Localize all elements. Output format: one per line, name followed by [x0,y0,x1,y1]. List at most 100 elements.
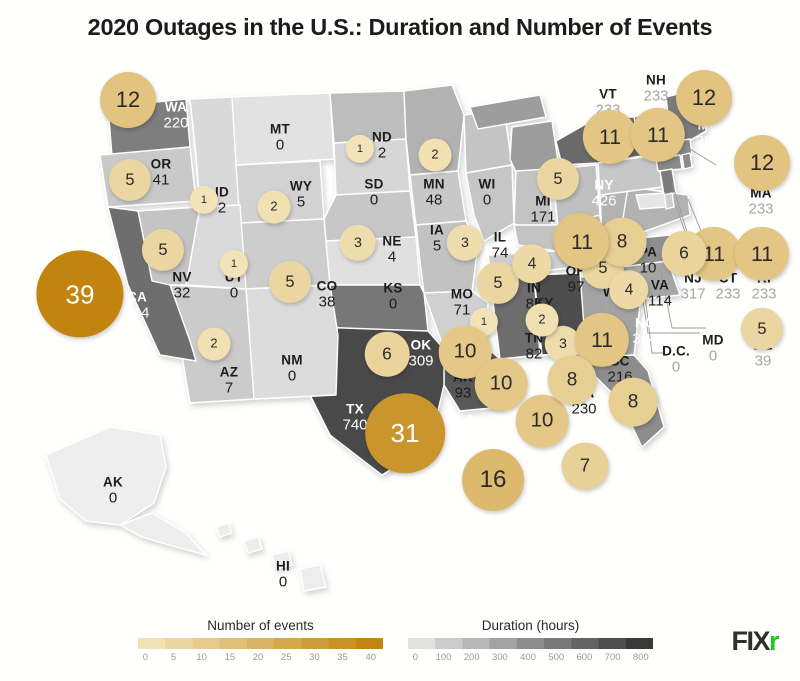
event-bubble-value: 11 [591,328,613,352]
event-bubble-ga[interactable]: 8 [608,377,658,427]
event-bubble-value: 5 [553,169,563,188]
event-bubble-value: 10 [489,371,513,395]
legend-duration-gradient-bar [408,638,653,649]
event-bubble-ia[interactable]: 3 [446,224,484,262]
state-shape-hi-1 [215,522,233,538]
leader-line-de [659,266,706,329]
event-bubble-or[interactable]: 5 [108,158,152,202]
legend-tick: 800 [632,652,649,663]
legend-tick: 100 [435,652,452,663]
event-bubble-nh[interactable]: 11 [630,107,686,163]
event-bubble-ms[interactable]: 10 [474,357,528,411]
legend-tick: 15 [224,652,236,663]
event-bubble-value: 5 [757,319,767,338]
event-bubble-ny[interactable]: 11 [554,214,610,270]
event-bubble-value: 4 [624,281,634,299]
legend-tick: 30 [309,652,320,663]
leader-line-dc [643,286,664,354]
legend-tick: 600 [576,652,593,663]
event-bubble-value: 8 [616,231,628,253]
event-bubble-sc[interactable]: 8 [547,355,597,405]
state-shape-il [465,164,515,242]
state-shape-nj [659,168,677,196]
event-bubble-value: 39 [65,279,95,309]
event-bubble-value: 10 [453,339,477,363]
event-bubble-va[interactable]: 4 [609,270,649,310]
event-bubble-value: 2 [431,146,439,162]
event-bubble-ut[interactable]: 1 [219,249,249,279]
event-bubble-il[interactable]: 5 [476,261,520,305]
legend-events-ticks: 0 5 10 15 20 25 30 35 40 [138,652,383,666]
event-bubble-value: 10 [530,408,554,432]
legend-duration-title: Duration (hours) [481,618,580,633]
event-bubble-value: 5 [598,258,608,277]
event-bubble-value: 3 [461,234,469,251]
event-bubble-value: 5 [158,240,168,259]
event-bubble-value: 11 [703,242,725,266]
legend-duration-ticks: 0 100 200 300 400 500 600 700 800 [408,652,653,666]
legend-row: Number of events 0 5 10 15 20 25 30 35 40 Durati… [0,618,800,681]
choropleth-bubble-map: WA 220 OR 41 ID 2 MT 0 ND 2 SD 0 MN 48 WI 0 WY 5 NE 4 IA 5 IL 7… [0,55,800,615]
event-bubble-value: 5 [493,273,503,292]
event-bubble-ri[interactable]: 11 [734,226,790,282]
event-bubble-value: 8 [627,391,639,413]
legend-tick: 25 [280,652,292,663]
event-bubble-value: 1 [230,257,238,270]
event-bubble-vt[interactable]: 11 [582,109,638,165]
event-bubble-az[interactable]: 2 [197,327,231,361]
event-bubble-nd[interactable]: 1 [345,134,375,164]
event-bubble-in[interactable]: 4 [512,244,552,284]
leader-line-ma [689,148,717,166]
state-shape-md [635,192,667,210]
state-shape-ak-tail [119,512,207,556]
event-bubble-ok[interactable]: 6 [364,331,410,377]
event-bubble-value: 8 [566,369,578,391]
legend-tick: 300 [491,652,508,663]
event-bubble-value: 3 [559,335,567,352]
event-bubble-id[interactable]: 1 [189,185,219,215]
event-bubble-ma[interactable]: 12 [734,135,790,191]
legend-number-of-events: Number of events 0 5 10 15 20 25 30 35 40 [138,618,383,666]
event-bubble-value: 5 [285,272,295,291]
event-bubble-tx[interactable]: 31 [365,393,445,473]
event-bubble-value: 2 [270,198,278,214]
legend-events-gradient-bar [138,638,383,649]
state-shape-mi-upper [469,94,547,130]
event-bubble-mn[interactable]: 2 [418,138,452,172]
event-bubble-wa[interactable]: 12 [100,72,156,128]
event-bubble-value: 11 [599,125,621,149]
event-bubble-value: 6 [382,343,392,364]
legend-tick: 20 [252,652,264,663]
event-bubble-value: 2 [538,311,546,327]
event-bubble-ca[interactable]: 39 [36,250,124,338]
event-bubble-al[interactable]: 10 [515,394,569,448]
event-bubble-fl[interactable]: 7 [561,442,609,490]
event-bubble-value: 11 [751,242,773,266]
event-bubble-co[interactable]: 5 [268,260,312,304]
event-bubble-mi[interactable]: 5 [536,157,580,201]
event-bubble-ar[interactable]: 10 [438,325,492,379]
event-bubble-ky[interactable]: 2 [525,303,559,337]
event-bubble-de[interactable]: 5 [740,307,784,351]
state-shape-hi-3 [271,550,293,570]
legend-tick: 10 [196,652,207,663]
legend-tick: 400 [520,652,536,663]
event-bubble-nv[interactable]: 5 [141,228,185,272]
event-bubble-value: 1 [356,142,364,155]
event-bubbles: 1251122335515139263110161010324115541188… [0,55,800,615]
legend-tick: 0 [142,652,148,663]
legend-tick: 5 [170,652,177,663]
event-bubble-value: 31 [390,418,420,448]
event-bubble-wy[interactable]: 2 [257,190,291,224]
legend-tick: 500 [548,652,565,663]
legend-tick: 700 [604,652,621,663]
event-bubble-me[interactable]: 12 [676,70,732,126]
event-bubble-ne[interactable]: 3 [339,224,377,262]
fixr-logo: FIXr [731,626,779,656]
event-bubble-la[interactable]: 16 [462,449,524,511]
state-shape-hi-2 [243,536,263,554]
event-bubble-value: 12 [691,85,717,111]
event-bubble-value: 4 [527,255,537,273]
logo-text-fix: FIX [731,626,770,656]
event-bubble-nj[interactable]: 6 [661,230,707,276]
